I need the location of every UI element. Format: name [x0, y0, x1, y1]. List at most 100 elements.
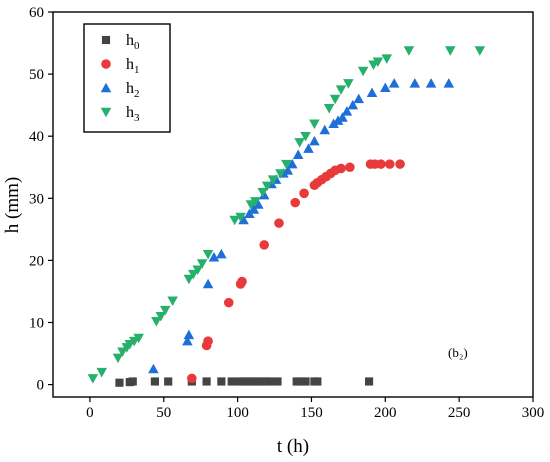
legend-label-main: h [126, 80, 134, 97]
point-h3 [275, 169, 286, 179]
point-h3 [202, 249, 214, 260]
legend-label-h0: h0 [126, 32, 140, 52]
point-h0 [261, 377, 270, 386]
point-h3 [196, 259, 208, 269]
point-h3 [372, 57, 384, 67]
point-h3 [229, 215, 240, 226]
point-h1 [259, 240, 270, 250]
x-tick-label: 0 [86, 405, 94, 421]
y-tick-label: 10 [29, 315, 44, 331]
point-h0 [202, 377, 211, 386]
point-h2 [366, 87, 378, 97]
point-h3 [357, 66, 369, 77]
point-h2 [425, 78, 437, 88]
y-tick-label: 30 [29, 191, 44, 207]
point-h2 [286, 158, 298, 169]
y-axis-label: h (mm) [2, 177, 23, 233]
point-h3 [309, 119, 320, 130]
point-h2 [292, 149, 304, 160]
point-h3 [403, 46, 415, 56]
series-h3 [87, 46, 486, 384]
point-h3 [167, 296, 178, 307]
point-h0 [252, 377, 261, 386]
point-h1 [345, 162, 355, 173]
point-h1 [395, 159, 405, 169]
point-h3 [381, 54, 393, 64]
point-h0 [243, 377, 253, 386]
legend-marker-h3 [100, 107, 112, 118]
point-h0 [313, 377, 322, 386]
point-h1 [290, 197, 301, 208]
point-h3 [335, 85, 347, 95]
point-h2 [183, 329, 195, 340]
point-h2 [248, 204, 260, 214]
point-h1 [274, 218, 284, 228]
point-h1 [336, 163, 346, 174]
point-h2 [238, 214, 249, 225]
legend-label-sub: 0 [134, 40, 140, 52]
point-h0 [227, 377, 236, 386]
series-h0 [115, 377, 374, 387]
point-h0 [150, 377, 159, 386]
legend-item-h2: h2 [100, 80, 140, 100]
legend-item-h0: h0 [101, 32, 140, 52]
point-h2 [282, 165, 294, 175]
point-h3 [151, 317, 162, 327]
x-tick-label: 50 [156, 405, 171, 421]
legend-box [83, 23, 171, 133]
point-h3 [133, 333, 144, 344]
y-tick-label: 60 [29, 5, 44, 21]
point-h2 [319, 124, 331, 135]
point-h1 [237, 276, 247, 287]
point-h0 [239, 377, 248, 386]
x-tick-label: 300 [522, 405, 545, 421]
point-h3 [96, 367, 108, 378]
point-h2 [253, 199, 264, 209]
point-h0 [248, 377, 257, 386]
legend-label-main: h [126, 104, 134, 121]
point-h2 [182, 335, 193, 346]
point-h3 [250, 197, 261, 207]
data-marks [87, 46, 486, 387]
point-h2 [303, 143, 314, 153]
point-h2 [388, 78, 400, 88]
point-h1 [187, 373, 197, 384]
point-h3 [261, 181, 273, 192]
plot-frame [52, 11, 534, 398]
point-h3 [112, 353, 124, 364]
point-h3 [294, 138, 305, 148]
y-tick-label: 0 [37, 378, 45, 394]
point-h3 [155, 312, 167, 322]
panel-annotation: (b₂) [448, 345, 468, 360]
point-h3 [159, 305, 171, 316]
point-h0 [115, 378, 124, 387]
point-h2 [380, 82, 391, 92]
y-tick-label: 50 [29, 67, 44, 83]
point-h3 [343, 79, 354, 89]
point-h3 [445, 46, 456, 56]
point-h0 [364, 377, 374, 386]
y-tick-label: 40 [29, 129, 44, 145]
point-h3 [329, 94, 341, 105]
point-h3 [281, 159, 292, 170]
point-h0 [164, 377, 173, 386]
legend-item-h3: h3 [100, 104, 140, 124]
legend-marker-h0 [101, 35, 111, 45]
point-h3 [183, 274, 195, 285]
point-h3 [300, 131, 311, 142]
point-h2 [347, 99, 359, 110]
point-h0 [266, 377, 275, 386]
point-h1 [203, 336, 213, 346]
point-h0 [273, 377, 282, 386]
x-tick-label: 150 [300, 405, 323, 421]
legend-label-main: h [126, 56, 134, 73]
legend-marker-h1 [101, 59, 111, 69]
point-h2 [328, 118, 339, 128]
y-tick-label: 20 [29, 253, 44, 269]
point-h2 [337, 112, 348, 122]
point-h1 [384, 159, 395, 169]
point-h2 [443, 78, 455, 88]
point-h3 [235, 212, 246, 223]
